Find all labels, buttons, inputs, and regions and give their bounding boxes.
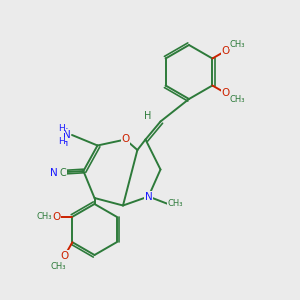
Text: methyl: methyl — [0, 299, 1, 300]
Text: methyl: methyl — [0, 299, 1, 300]
Text: H: H — [144, 111, 152, 121]
Text: CH₃: CH₃ — [168, 200, 183, 208]
Text: N: N — [145, 191, 152, 202]
Text: C: C — [59, 167, 66, 178]
Text: O: O — [121, 134, 130, 145]
Text: O: O — [222, 88, 230, 98]
Text: H: H — [58, 136, 64, 146]
Text: methyl: methyl — [235, 44, 239, 45]
Text: methyl: methyl — [56, 266, 61, 268]
Text: methyl: methyl — [0, 299, 1, 300]
Text: methyl: methyl — [235, 99, 239, 100]
Text: CH₃: CH₃ — [50, 262, 66, 272]
Text: CH₃: CH₃ — [229, 95, 245, 104]
Text: CH₃: CH₃ — [229, 40, 245, 49]
Text: methyl: methyl — [0, 299, 1, 300]
Text: methyl: methyl — [41, 216, 46, 218]
Text: H: H — [61, 138, 68, 148]
Text: CH₃: CH₃ — [36, 212, 52, 221]
Text: O: O — [53, 212, 61, 222]
Text: O: O — [222, 46, 230, 56]
Text: N: N — [63, 130, 70, 140]
Text: O: O — [61, 251, 69, 261]
Text: methyl: methyl — [0, 299, 1, 300]
Text: methyl: methyl — [0, 299, 1, 300]
Text: H: H — [61, 128, 68, 139]
Text: H: H — [58, 124, 64, 134]
Text: methyl: methyl — [0, 299, 1, 300]
Text: methyl: methyl — [0, 299, 1, 300]
Text: N: N — [50, 167, 58, 178]
